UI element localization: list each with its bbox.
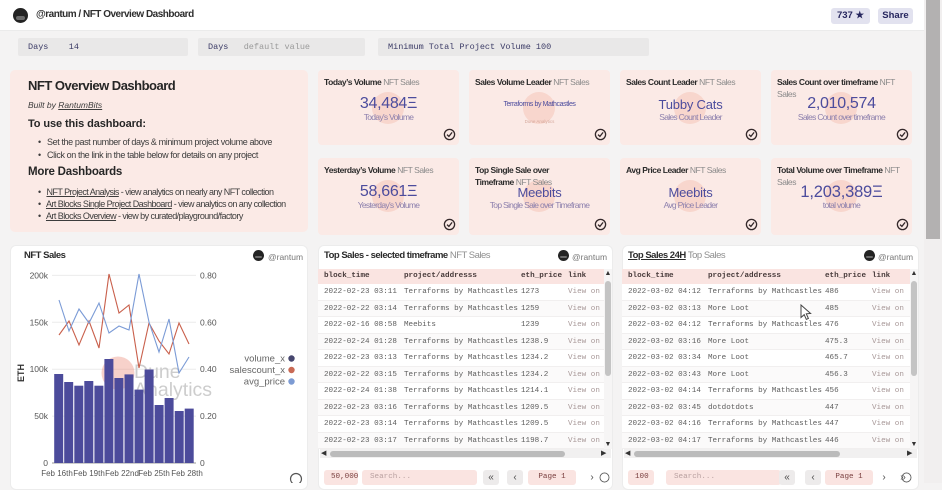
svg-text:50k: 50k <box>34 411 48 421</box>
svg-text:200k: 200k <box>30 270 49 280</box>
svg-text:0.60: 0.60 <box>200 317 217 327</box>
svg-text:100k: 100k <box>30 364 49 374</box>
svg-text:Feb 28th: Feb 28th <box>171 469 203 478</box>
svg-text:Feb 16th: Feb 16th <box>41 469 73 478</box>
svg-text:0.80: 0.80 <box>200 270 217 280</box>
svg-text:Feb 22nd: Feb 22nd <box>105 469 139 478</box>
svg-text:0: 0 <box>200 458 205 468</box>
svg-text:Feb 25th: Feb 25th <box>138 469 170 478</box>
svg-text:Feb 19th: Feb 19th <box>73 469 105 478</box>
svg-text:salescount_x: salescount_x <box>230 365 286 376</box>
svg-text:avg_price: avg_price <box>244 377 285 388</box>
svg-text:0.40: 0.40 <box>200 364 217 374</box>
svg-text:0.20: 0.20 <box>200 411 217 421</box>
svg-text:volume_x: volume_x <box>244 354 285 365</box>
svg-text:ETH: ETH <box>16 364 26 382</box>
svg-text:0: 0 <box>43 458 48 468</box>
svg-text:150k: 150k <box>30 317 49 327</box>
